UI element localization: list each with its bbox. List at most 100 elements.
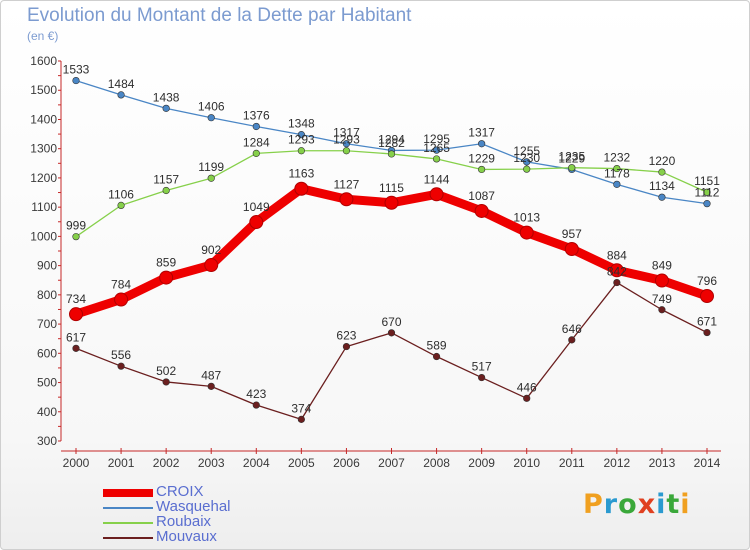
data-point-roubaix bbox=[523, 165, 531, 173]
data-point-wasquehal bbox=[523, 158, 531, 166]
y-tick-label: 1000 bbox=[30, 229, 57, 243]
x-tick-label: 2014 bbox=[694, 456, 721, 470]
data-label-mouvaux: 446 bbox=[517, 380, 537, 394]
data-point-wasquehal bbox=[207, 114, 215, 122]
data-label-croix: 1144 bbox=[424, 172, 450, 186]
x-tick-label: 2001 bbox=[108, 456, 135, 470]
data-label-mouvaux: 670 bbox=[381, 315, 401, 329]
data-point-wasquehal bbox=[432, 146, 441, 154]
x-tick-label: 2002 bbox=[153, 456, 180, 470]
chart-subtitle: (en €) bbox=[27, 29, 59, 43]
data-label-croix: 784 bbox=[111, 278, 131, 292]
x-tick-label: 2003 bbox=[198, 456, 225, 470]
data-label-roubaix: 999 bbox=[66, 219, 86, 233]
axes: 300 400 500 600 700 800 900 1000 1100 1200 1300 140… bbox=[30, 54, 721, 470]
data-label-wasquehal: 1317 bbox=[468, 126, 495, 140]
data-label-croix: 849 bbox=[652, 259, 672, 273]
legend-swatch bbox=[103, 522, 153, 524]
series-mouvaux bbox=[72, 278, 711, 423]
data-label-roubaix: 1235 bbox=[558, 150, 585, 164]
data-label-mouvaux: 646 bbox=[562, 322, 582, 336]
data-label-roubaix: 1293 bbox=[333, 133, 360, 147]
data-label-roubaix: 1106 bbox=[108, 187, 134, 201]
data-point-wasquehal bbox=[703, 200, 711, 208]
data-point-roubaix bbox=[387, 150, 396, 158]
legend-label: Wasquehal bbox=[156, 498, 231, 515]
data-point-mouvaux bbox=[523, 394, 531, 402]
data-label-mouvaux: 623 bbox=[336, 329, 356, 343]
data-point-roubaix bbox=[162, 186, 170, 195]
data-point-roubaix bbox=[252, 149, 260, 157]
data-point-mouvaux bbox=[703, 328, 711, 337]
data-label-roubaix: 1282 bbox=[378, 136, 405, 150]
data-label-roubaix: 1151 bbox=[694, 174, 720, 188]
x-tick-label: 2009 bbox=[468, 456, 495, 470]
legend-swatch bbox=[103, 537, 153, 539]
data-point-croix bbox=[114, 292, 129, 307]
legend-label: Roubaix bbox=[156, 513, 212, 530]
data-point-croix bbox=[294, 181, 309, 196]
data-label-croix: 859 bbox=[156, 256, 176, 270]
data-point-croix bbox=[564, 241, 579, 256]
y-tick-label: 1300 bbox=[30, 142, 57, 156]
data-label-croix: 796 bbox=[697, 274, 717, 288]
data-point-mouvaux bbox=[568, 336, 576, 344]
data-label-mouvaux: 487 bbox=[201, 368, 221, 382]
data-label-roubaix: 1293 bbox=[288, 133, 315, 147]
data-label-mouvaux: 671 bbox=[697, 315, 717, 329]
logo-letter: i bbox=[656, 489, 667, 520]
logo-letter: t bbox=[666, 489, 681, 520]
logo-letter: r bbox=[603, 489, 619, 520]
data-point-roubaix bbox=[342, 147, 351, 155]
data-label-wasquehal: 1533 bbox=[63, 63, 90, 77]
x-tick-label: 2005 bbox=[288, 456, 315, 470]
data-label-roubaix: 1199 bbox=[198, 160, 224, 174]
data-point-mouvaux bbox=[613, 278, 621, 287]
y-tick-label: 1200 bbox=[30, 171, 57, 185]
data-point-mouvaux bbox=[252, 401, 260, 409]
data-label-roubaix: 1232 bbox=[604, 151, 631, 165]
series-roubaix bbox=[72, 147, 711, 241]
data-label-croix: 1127 bbox=[334, 177, 360, 191]
data-point-wasquehal bbox=[117, 91, 125, 99]
legend-label: Mouvaux bbox=[156, 528, 217, 545]
data-point-roubaix bbox=[478, 165, 486, 174]
data-point-mouvaux bbox=[162, 378, 170, 386]
x-tick-label: 2008 bbox=[423, 456, 450, 470]
data-point-mouvaux bbox=[478, 373, 486, 382]
data-label-mouvaux: 842 bbox=[607, 265, 627, 279]
data-point-wasquehal bbox=[162, 104, 170, 112]
data-label-wasquehal: 1134 bbox=[649, 179, 675, 193]
data-point-mouvaux bbox=[117, 362, 125, 370]
series-croix bbox=[69, 181, 714, 322]
proxiti-logo: Proxiti bbox=[583, 489, 691, 520]
data-point-wasquehal bbox=[252, 122, 260, 131]
y-tick-label: 1600 bbox=[30, 54, 57, 68]
data-label-roubaix: 1265 bbox=[423, 141, 450, 155]
data-point-roubaix bbox=[72, 233, 80, 241]
data-point-roubaix bbox=[703, 188, 711, 196]
logo-letter: i bbox=[680, 489, 691, 520]
y-tick-label: 300 bbox=[37, 434, 57, 448]
series-layer bbox=[69, 76, 714, 423]
data-label-mouvaux: 556 bbox=[111, 348, 131, 362]
y-tick-label: 1500 bbox=[30, 83, 57, 97]
line-chart: 300 400 500 600 700 800 900 1000 1100 1200 1300 140… bbox=[30, 54, 721, 470]
data-label-wasquehal: 1112 bbox=[695, 186, 720, 200]
data-label-wasquehal: 1229 bbox=[558, 151, 585, 165]
data-point-croix bbox=[429, 187, 444, 202]
data-label-croix: 1049 bbox=[243, 200, 270, 214]
y-tick-label: 1400 bbox=[30, 112, 57, 126]
x-tick-label: 2012 bbox=[604, 456, 631, 470]
data-point-mouvaux bbox=[297, 415, 305, 423]
data-point-croix bbox=[700, 289, 714, 304]
data-label-wasquehal: 1484 bbox=[108, 77, 135, 91]
data-label-roubaix: 1284 bbox=[243, 135, 270, 149]
x-tick-label: 2007 bbox=[378, 456, 405, 470]
data-label-croix: 1013 bbox=[513, 211, 540, 225]
data-point-mouvaux bbox=[387, 329, 396, 337]
data-label-mouvaux: 517 bbox=[472, 360, 492, 374]
data-point-mouvaux bbox=[342, 342, 351, 351]
y-tick-label: 500 bbox=[37, 376, 57, 390]
